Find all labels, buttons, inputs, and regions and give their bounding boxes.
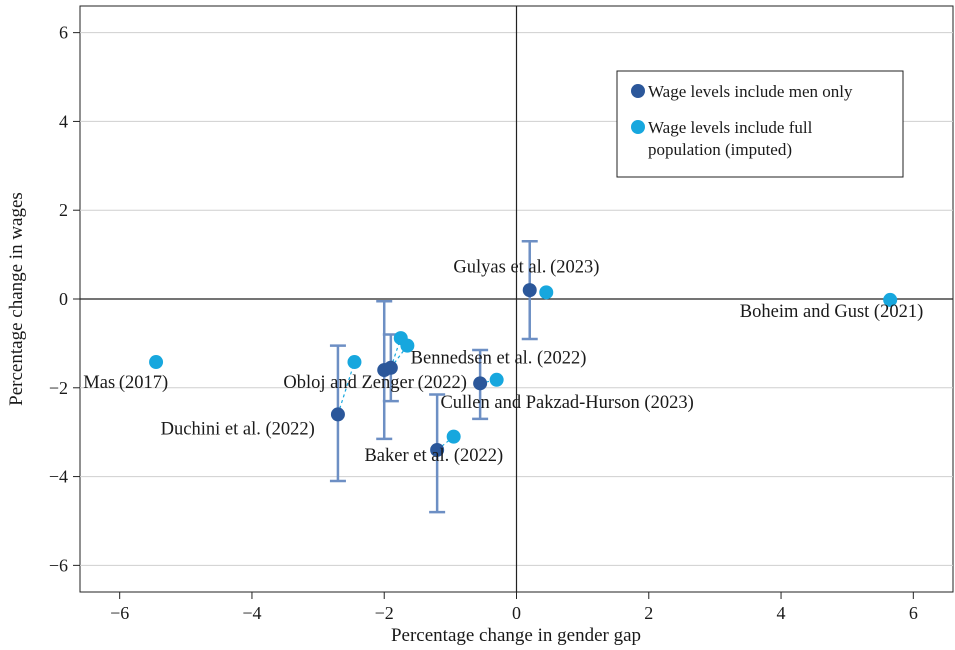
point-full-population (400, 338, 415, 353)
y-tick-label: −2 (49, 378, 68, 398)
legend-label-men: Wage levels include men only (648, 82, 853, 101)
legend-box (616, 70, 904, 178)
point-men-only (383, 360, 398, 375)
legend-label-full: Wage levels include full population (imp… (648, 118, 817, 159)
axis-ticks: −6 −4 −2 0 2 4 6 −6 −4 −2 0 2 4 6 (49, 23, 918, 623)
x-tick-label: −6 (110, 603, 129, 623)
point-full-population (446, 429, 461, 444)
study-label: Gulyas et al. (2023) (453, 257, 599, 277)
data-points (149, 283, 898, 457)
legend-label-full-line1: Wage levels include full (648, 118, 813, 137)
legend-label-full-line2: population (imputed) (648, 140, 792, 159)
legend-marker-men (631, 84, 645, 98)
point-men-only (430, 442, 445, 457)
x-tick-label: 6 (909, 603, 918, 623)
y-axis-label: Percentage change in wages (6, 192, 27, 406)
study-label: Boheim and Gust (2021) (740, 302, 923, 322)
y-tick-label: 4 (59, 111, 68, 131)
point-full-population (149, 355, 164, 370)
x-tick-label: −4 (242, 603, 261, 623)
y-tick-label: −4 (49, 467, 68, 487)
x-tick-label: −2 (375, 603, 394, 623)
x-tick-label: 0 (512, 603, 521, 623)
point-men-only (522, 283, 537, 298)
y-tick-label: −6 (49, 555, 68, 575)
legend-marker-full (631, 120, 645, 134)
y-tick-label: 0 (59, 289, 68, 309)
point-full-population (347, 355, 362, 370)
zero-axes (80, 6, 953, 592)
point-full-population (883, 292, 898, 307)
study-label: Obloj and Zenger (2022) (283, 373, 467, 393)
study-labels: Gulyas et al. (2023) Boheim and Gust (202… (83, 257, 923, 466)
study-label: Mas (2017) (83, 373, 168, 393)
study-label: Bennedsen et al. (2022) (411, 348, 587, 368)
point-full-population (539, 285, 554, 300)
x-tick-label: 4 (777, 603, 786, 623)
x-axis-label: Percentage change in gender gap (391, 625, 641, 646)
point-men-only (473, 376, 488, 391)
study-label: Duchini et al. (2022) (161, 419, 315, 439)
study-label: Baker et al. (2022) (364, 446, 503, 466)
x-tick-label: 2 (644, 603, 653, 623)
y-tick-label: 6 (59, 23, 68, 43)
study-label: Cullen and Pakzad-Hurson (2023) (440, 393, 693, 413)
connector-line (390, 345, 408, 369)
point-full-population (489, 372, 504, 387)
point-men-only (330, 407, 345, 422)
y-tick-label: 2 (59, 200, 68, 220)
legend: Wage levels include men only Wage levels… (616, 70, 904, 178)
